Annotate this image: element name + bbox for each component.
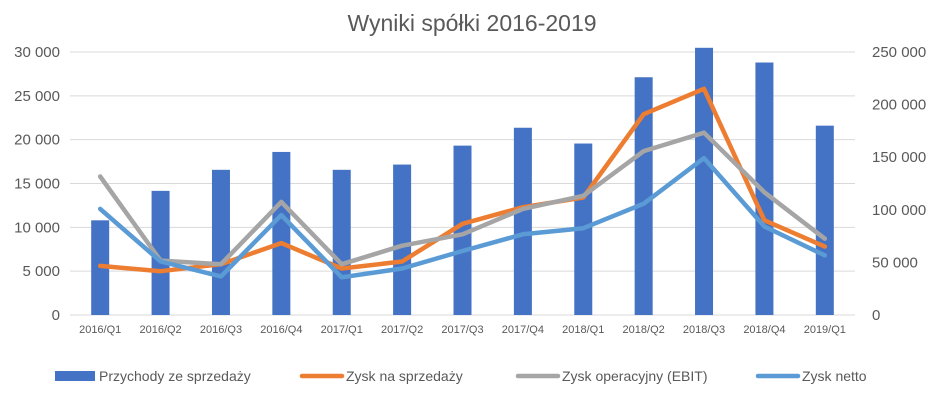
- x-axis-tick-label: 2017/Q1: [321, 324, 363, 336]
- right-axis-tick-label: 250 000: [872, 44, 926, 61]
- x-axis-tick-label: 2017/Q3: [441, 324, 483, 336]
- legend-label: Zysk na sprzedaży: [346, 368, 463, 384]
- line-series: [97, 86, 828, 280]
- x-axis-tick-label: 2018/Q4: [743, 324, 785, 336]
- x-axis-tick-label: 2017/Q4: [502, 324, 544, 336]
- bar: [815, 125, 834, 315]
- bar: [695, 47, 714, 316]
- bar: [272, 151, 291, 315]
- left-axis-tick-label: 25 000: [14, 88, 60, 105]
- x-axis-tick-label: 2016/Q2: [139, 324, 181, 336]
- bar: [393, 164, 412, 315]
- series-line: [97, 130, 828, 267]
- bar: [453, 145, 472, 315]
- right-axis-tick-label: 0: [872, 307, 880, 324]
- x-axis-tick-label: 2018/Q1: [562, 324, 604, 336]
- x-axis-tick-label: 2016/Q1: [79, 324, 121, 336]
- bar: [151, 190, 170, 315]
- x-axis-ticks: 2016/Q1 2016/Q2 2016/Q3 2016/Q4 2017/Q1 2017/…: [79, 324, 846, 336]
- legend-label: Zysk operacyjny (EBIT): [562, 368, 707, 384]
- bar: [332, 169, 351, 315]
- left-axis-tick-label: 10 000: [14, 219, 60, 236]
- left-axis-tick-label: 15 000: [14, 176, 60, 193]
- left-axis-tick-label: 0: [52, 307, 60, 324]
- legend-label: Przychody ze sprzedaży: [99, 368, 251, 384]
- legend-swatch: [55, 371, 95, 381]
- bar: [513, 127, 532, 315]
- right-axis-tick-label: 150 000: [872, 149, 926, 166]
- x-axis-tick-label: 2018/Q2: [623, 324, 665, 336]
- bar: [634, 77, 653, 315]
- x-axis-tick-label: 2016/Q4: [260, 324, 302, 336]
- left-axis-ticks: 0 5 000 10 000 15 000 20 000 25 000 30 000: [14, 44, 60, 324]
- chart-title: Wyniki spółki 2016-2019: [347, 10, 596, 36]
- bar: [755, 62, 774, 315]
- right-axis-ticks: 0 50 000 100 000 150 000 200 000 250 000: [872, 44, 926, 324]
- x-axis-tick-label: 2016/Q3: [200, 324, 242, 336]
- right-axis-tick-label: 100 000: [872, 202, 926, 219]
- legend: Przychody ze sprzedaży Zysk na sprzedaży Z…: [55, 368, 867, 384]
- left-axis-tick-label: 30 000: [14, 44, 60, 61]
- bar: [211, 169, 230, 315]
- left-axis-tick-label: 5 000: [22, 263, 60, 280]
- right-axis-tick-label: 50 000: [872, 254, 918, 271]
- legend-label: Zysk netto: [802, 368, 867, 384]
- x-axis-tick-label: 2019/Q1: [804, 324, 846, 336]
- bar-series: [91, 47, 834, 316]
- right-axis-tick-label: 200 000: [872, 97, 926, 114]
- series-line: [97, 155, 828, 280]
- left-axis-tick-label: 20 000: [14, 132, 60, 149]
- x-axis-tick-label: 2018/Q3: [683, 324, 725, 336]
- x-axis-tick-label: 2017/Q2: [381, 324, 423, 336]
